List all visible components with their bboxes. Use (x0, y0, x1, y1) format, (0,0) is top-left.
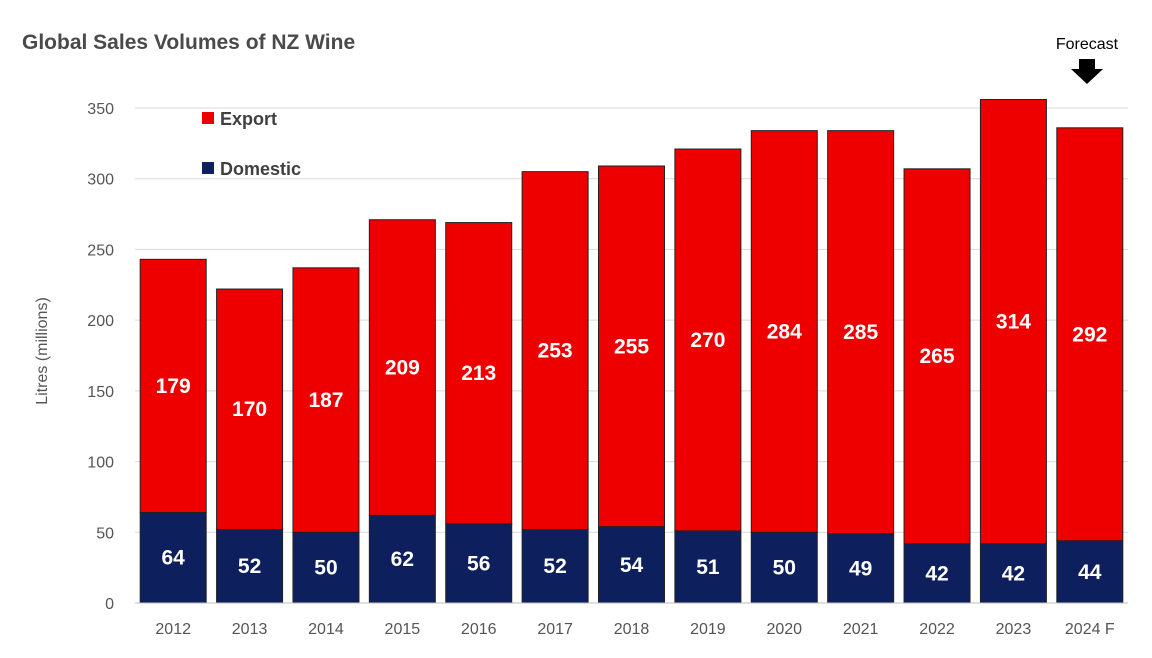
data-label-export: 170 (232, 398, 267, 421)
down-arrow-icon (1071, 59, 1103, 84)
bar-domestic (674, 530, 742, 604)
y-axis-ticks: 0 50 100 150 200 250 300 350 (87, 101, 114, 613)
bar-export (216, 288, 284, 530)
y-tick-label: 150 (87, 384, 114, 401)
bar-domestic (292, 531, 360, 604)
x-tick-label: 2012 (155, 621, 191, 638)
data-label-export: 179 (156, 375, 191, 398)
bar-domestic (1056, 540, 1124, 604)
data-label-export: 209 (385, 357, 420, 380)
bar-export (979, 99, 1047, 545)
data-label-domestic: 51 (696, 556, 720, 579)
bar-domestic (216, 528, 284, 604)
bar-export (827, 130, 895, 535)
bar-export (521, 171, 589, 530)
x-tick-label: 2016 (461, 621, 497, 638)
bars (139, 99, 1124, 604)
bar-domestic (827, 533, 895, 604)
y-tick-label: 300 (87, 172, 114, 189)
y-tick-label: 200 (87, 313, 114, 330)
bar-domestic (979, 543, 1047, 604)
data-label-domestic: 64 (162, 547, 186, 570)
bar-export (903, 168, 971, 545)
legend-export-swatch (202, 112, 214, 124)
x-tick-label: 2021 (843, 621, 879, 638)
data-label-export: 270 (690, 329, 725, 352)
bar-domestic (521, 528, 589, 604)
data-label-export: 292 (1072, 323, 1107, 346)
x-tick-label: 2018 (614, 621, 650, 638)
data-label-domestic: 42 (1002, 562, 1025, 585)
bar-domestic (368, 514, 436, 604)
x-tick-label: 2014 (308, 621, 344, 638)
bar-export (292, 267, 360, 533)
y-tick-label: 50 (96, 525, 114, 542)
y-tick-label: 250 (87, 242, 114, 259)
bar-export (368, 219, 436, 516)
data-label-export: 255 (614, 335, 649, 358)
data-label-export: 187 (308, 389, 343, 412)
bar-domestic (750, 531, 818, 604)
legend-domestic-swatch (202, 162, 214, 174)
data-label-export: 285 (843, 321, 878, 344)
bar-export (674, 148, 742, 532)
legend-domestic-label: Domestic (220, 159, 301, 179)
forecast-label: Forecast (1056, 36, 1119, 53)
bar-export (139, 258, 207, 513)
x-tick-label: 2023 (996, 621, 1032, 638)
data-label-domestic: 44 (1078, 561, 1102, 584)
data-label-domestic: 42 (925, 562, 948, 585)
y-tick-label: 350 (87, 101, 114, 118)
x-tick-label: 2013 (232, 621, 268, 638)
forecast-annotation: Forecast (1056, 36, 1119, 84)
x-tick-label: 2024 F (1065, 621, 1115, 638)
chart-title: Global Sales Volumes of NZ Wine (22, 31, 355, 54)
y-tick-label: 100 (87, 455, 114, 472)
data-label-domestic: 62 (391, 548, 414, 571)
data-label-domestic: 54 (620, 554, 644, 577)
data-label-domestic: 50 (314, 557, 337, 580)
bar-export (445, 222, 513, 525)
bar-value-labels: 64 179 52 170 50 187 62 209 56 213 52 253 54 255 51 270… (156, 311, 1108, 586)
x-tick-label: 2019 (690, 621, 726, 638)
data-label-export: 213 (461, 362, 496, 385)
x-tick-label: 2017 (537, 621, 573, 638)
bar-domestic (598, 526, 665, 604)
x-tick-label: 2022 (919, 621, 955, 638)
x-axis-ticks: 2012 2013 2014 2015 2016 2017 2018 2019 2020 2021… (155, 621, 1115, 638)
data-label-domestic: 56 (467, 552, 490, 575)
data-label-domestic: 49 (849, 557, 872, 580)
bar-domestic (903, 543, 971, 604)
y-axis-label: Litres (millions) (34, 297, 51, 405)
bar-export (1056, 127, 1124, 542)
legend: Export Domestic (202, 109, 301, 179)
bar-export (750, 130, 818, 533)
bar-export (598, 165, 665, 528)
data-label-export: 253 (538, 340, 573, 363)
data-label-domestic: 52 (543, 555, 566, 578)
bar-domestic (445, 523, 513, 604)
data-label-domestic: 50 (773, 557, 796, 580)
data-label-export: 314 (996, 311, 1031, 334)
data-label-export: 284 (767, 320, 802, 343)
x-tick-label: 2015 (385, 621, 421, 638)
data-label-domestic: 52 (238, 555, 261, 578)
y-tick-label: 0 (105, 596, 114, 613)
x-tick-label: 2020 (766, 621, 802, 638)
data-label-export: 265 (920, 345, 955, 368)
legend-export-label: Export (220, 109, 277, 129)
